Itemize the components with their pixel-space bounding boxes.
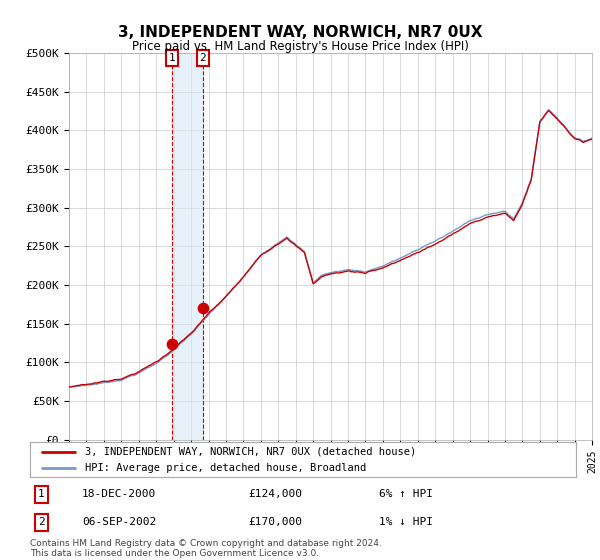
Text: 06-SEP-2002: 06-SEP-2002 bbox=[82, 517, 156, 528]
Text: £124,000: £124,000 bbox=[248, 489, 302, 500]
Text: 2: 2 bbox=[38, 517, 45, 528]
Text: 2: 2 bbox=[199, 53, 206, 63]
Text: 1% ↓ HPI: 1% ↓ HPI bbox=[379, 517, 433, 528]
Point bbox=[167, 339, 177, 348]
Text: 3, INDEPENDENT WAY, NORWICH, NR7 0UX (detached house): 3, INDEPENDENT WAY, NORWICH, NR7 0UX (de… bbox=[85, 447, 416, 457]
Text: 3, INDEPENDENT WAY, NORWICH, NR7 0UX: 3, INDEPENDENT WAY, NORWICH, NR7 0UX bbox=[118, 25, 482, 40]
Text: 1: 1 bbox=[38, 489, 45, 500]
Text: HPI: Average price, detached house, Broadland: HPI: Average price, detached house, Broa… bbox=[85, 463, 366, 473]
Bar bbox=[172, 53, 203, 440]
Text: Price paid vs. HM Land Registry's House Price Index (HPI): Price paid vs. HM Land Registry's House … bbox=[131, 40, 469, 53]
Text: 1: 1 bbox=[169, 53, 176, 63]
Text: £170,000: £170,000 bbox=[248, 517, 302, 528]
Text: 6% ↑ HPI: 6% ↑ HPI bbox=[379, 489, 433, 500]
Text: Contains HM Land Registry data © Crown copyright and database right 2024.
This d: Contains HM Land Registry data © Crown c… bbox=[30, 539, 382, 558]
Point bbox=[198, 304, 208, 312]
Text: 18-DEC-2000: 18-DEC-2000 bbox=[82, 489, 156, 500]
